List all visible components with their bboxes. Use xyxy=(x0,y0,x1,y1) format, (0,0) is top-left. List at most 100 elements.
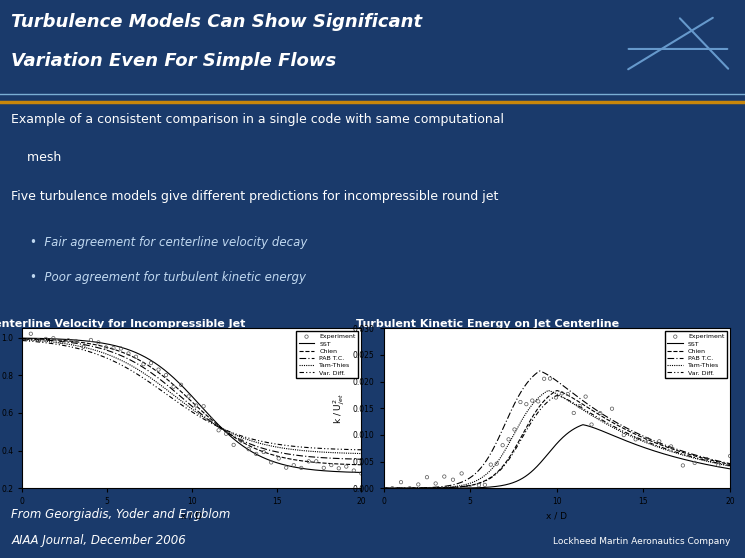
Var. Diff. xyxy=(18,337,27,344)
Var. Diff. xyxy=(181,404,190,411)
Var. Diff. xyxy=(553,392,562,399)
Experiment xyxy=(580,392,592,401)
PAB T.C. xyxy=(547,373,556,380)
SST xyxy=(546,448,555,454)
Experiment xyxy=(618,431,630,440)
SST xyxy=(349,469,358,475)
Var. Diff. xyxy=(718,461,727,468)
SST xyxy=(296,465,305,472)
Chien xyxy=(718,459,727,466)
Experiment xyxy=(526,396,538,405)
Experiment xyxy=(456,469,468,478)
Experiment xyxy=(183,392,194,401)
Tam-Thies xyxy=(220,426,229,433)
Experiment xyxy=(85,335,97,344)
Experiment xyxy=(40,334,52,343)
Experiment xyxy=(724,451,736,460)
Experiment xyxy=(430,479,442,488)
Experiment xyxy=(250,449,262,458)
SST xyxy=(544,450,553,457)
Line: Tam-Thies: Tam-Thies xyxy=(22,340,361,454)
PAB T.C. xyxy=(568,389,577,396)
Tam-Thies xyxy=(726,463,735,469)
Chien xyxy=(201,411,210,418)
Experiment xyxy=(688,458,700,467)
Experiment xyxy=(265,458,277,467)
Chien xyxy=(664,444,673,451)
Y-axis label: k / U$_{jet}^2$: k / U$_{jet}^2$ xyxy=(332,393,347,424)
PAB T.C. xyxy=(545,372,554,379)
Experiment xyxy=(665,442,677,451)
Experiment xyxy=(273,454,285,463)
Var. Diff. xyxy=(586,410,595,417)
Experiment xyxy=(595,408,606,417)
Experiment xyxy=(25,329,37,338)
SST xyxy=(181,386,190,393)
PAB T.C. xyxy=(664,443,673,450)
Experiment xyxy=(318,463,330,472)
Experiment xyxy=(326,460,337,469)
Chien xyxy=(179,391,188,397)
Experiment xyxy=(145,359,157,368)
PAB T.C. xyxy=(179,396,188,402)
Var. Diff. xyxy=(220,426,229,433)
Chien xyxy=(296,458,305,464)
Experiment xyxy=(464,484,476,493)
Experiment xyxy=(302,457,314,466)
Experiment xyxy=(243,445,255,454)
PAB T.C. xyxy=(18,335,27,342)
Line: PAB T.C.: PAB T.C. xyxy=(22,339,361,459)
PAB T.C. xyxy=(181,397,190,404)
PAB T.C. xyxy=(349,456,358,463)
Experiment xyxy=(479,480,491,489)
Chien xyxy=(546,392,555,398)
Line: Var. Diff.: Var. Diff. xyxy=(384,396,730,488)
Experiment xyxy=(521,400,533,408)
Line: SST: SST xyxy=(384,425,730,488)
Chien xyxy=(357,461,366,468)
Var. Diff. xyxy=(296,444,305,450)
PAB T.C. xyxy=(379,485,388,492)
Experiment xyxy=(100,343,112,352)
Tam-Thies xyxy=(545,387,554,394)
Experiment xyxy=(288,461,299,470)
Experiment xyxy=(712,461,724,470)
Tam-Thies xyxy=(379,485,388,492)
Chien xyxy=(553,387,562,394)
PAB T.C. xyxy=(296,453,305,459)
Text: mesh: mesh xyxy=(11,151,61,164)
Chien xyxy=(220,427,229,434)
PAB T.C. xyxy=(726,460,735,467)
Experiment xyxy=(532,397,544,406)
Experiment xyxy=(160,371,172,379)
Var. Diff. xyxy=(357,446,366,453)
Experiment xyxy=(653,437,665,446)
Experiment xyxy=(509,425,521,434)
Experiment xyxy=(641,435,653,444)
Line: Tam-Thies: Tam-Thies xyxy=(384,391,730,488)
Text: •  Poor agreement for turbulent kinetic energy: • Poor agreement for turbulent kinetic e… xyxy=(30,271,305,283)
Experiment xyxy=(550,393,562,402)
Tam-Thies xyxy=(181,401,190,407)
SST xyxy=(726,465,735,472)
Chien xyxy=(379,485,388,492)
Var. Diff. xyxy=(379,485,388,492)
Experiment xyxy=(348,466,360,475)
Experiment xyxy=(404,484,416,493)
Tam-Thies xyxy=(586,411,595,418)
Experiment xyxy=(562,389,574,398)
Tam-Thies xyxy=(296,447,305,454)
Experiment xyxy=(205,415,217,424)
Experiment xyxy=(311,457,323,466)
Experiment xyxy=(677,461,689,470)
Tam-Thies xyxy=(664,447,673,454)
Legend: Experiment, SST, Chien, PAB T.C., Tam-Thies, Var. Diff.: Experiment, SST, Chien, PAB T.C., Tam-Th… xyxy=(297,331,358,378)
Experiment xyxy=(586,420,597,429)
Experiment xyxy=(258,448,270,456)
SST xyxy=(379,485,388,492)
Experiment xyxy=(92,338,104,347)
Experiment xyxy=(387,484,399,493)
Experiment xyxy=(63,336,74,345)
PAB T.C. xyxy=(357,456,366,463)
Experiment xyxy=(515,397,527,406)
